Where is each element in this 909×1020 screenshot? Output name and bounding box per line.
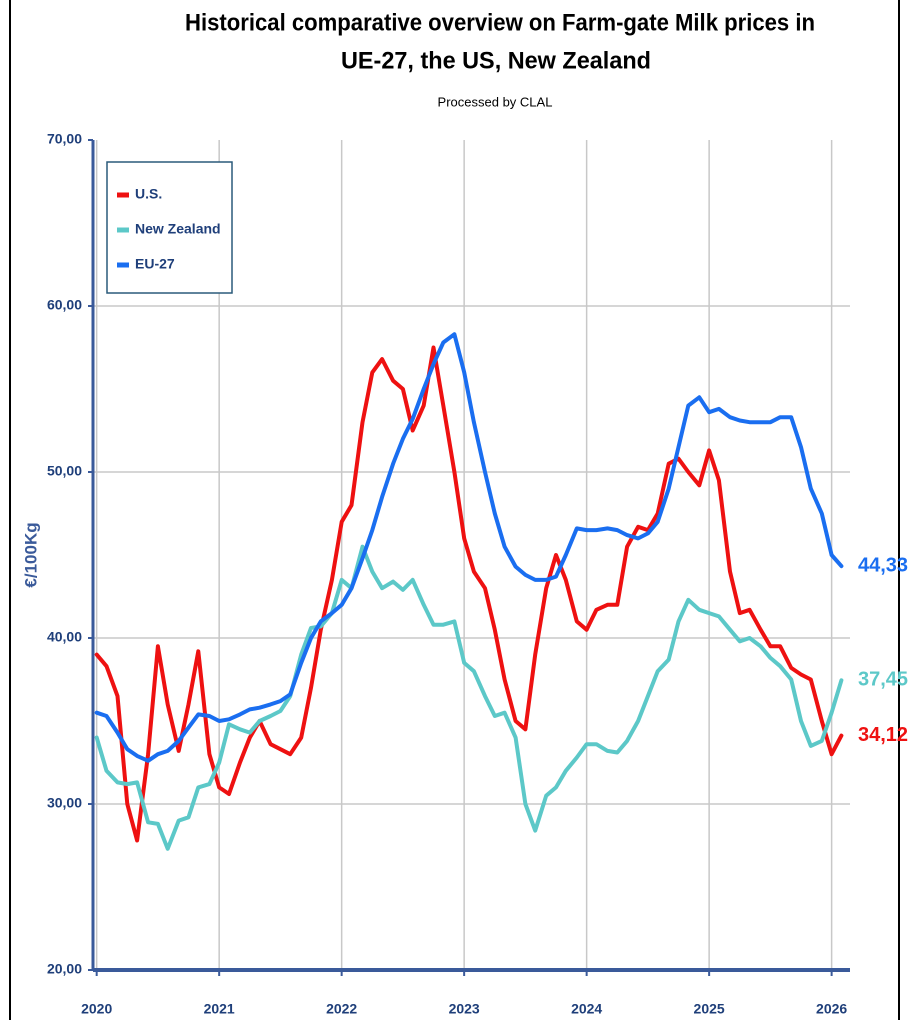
series-line [94, 332, 844, 763]
x-tick-label: 2020 [81, 1001, 112, 1017]
legend-label: EU-27 [135, 256, 175, 272]
legend-label: U.S. [135, 186, 162, 202]
x-tick-label: 2024 [571, 1001, 602, 1017]
x-tick-label: 2023 [449, 1001, 480, 1017]
series-line [94, 345, 844, 843]
chart-subtitle: Processed by CLAL [438, 94, 553, 109]
y-tick-label: 40,00 [47, 629, 82, 645]
y-tick-label: 20,00 [47, 961, 82, 977]
end-label: 44,33 [858, 554, 908, 576]
chart-title: UE-27, the US, New Zealand [341, 47, 651, 74]
legend-label: New Zealand [135, 221, 221, 237]
y-tick-label: 60,00 [47, 297, 82, 313]
x-tick-label: 2022 [326, 1001, 357, 1017]
y-axis-label: €/100Kg [21, 522, 40, 587]
y-tick-label: 30,00 [47, 795, 82, 811]
x-tick-label: 2021 [204, 1001, 235, 1017]
chart-title: Historical comparative overview on Farm-… [185, 9, 815, 36]
y-tick-label: 50,00 [47, 463, 82, 479]
end-label: 34,12 [858, 724, 908, 746]
end-label: 37,45 [858, 669, 908, 691]
series-line [94, 544, 844, 851]
y-tick-label: 70,00 [47, 131, 82, 147]
x-tick-label: 2026 [816, 1001, 847, 1017]
x-tick-label: 2025 [694, 1001, 725, 1017]
